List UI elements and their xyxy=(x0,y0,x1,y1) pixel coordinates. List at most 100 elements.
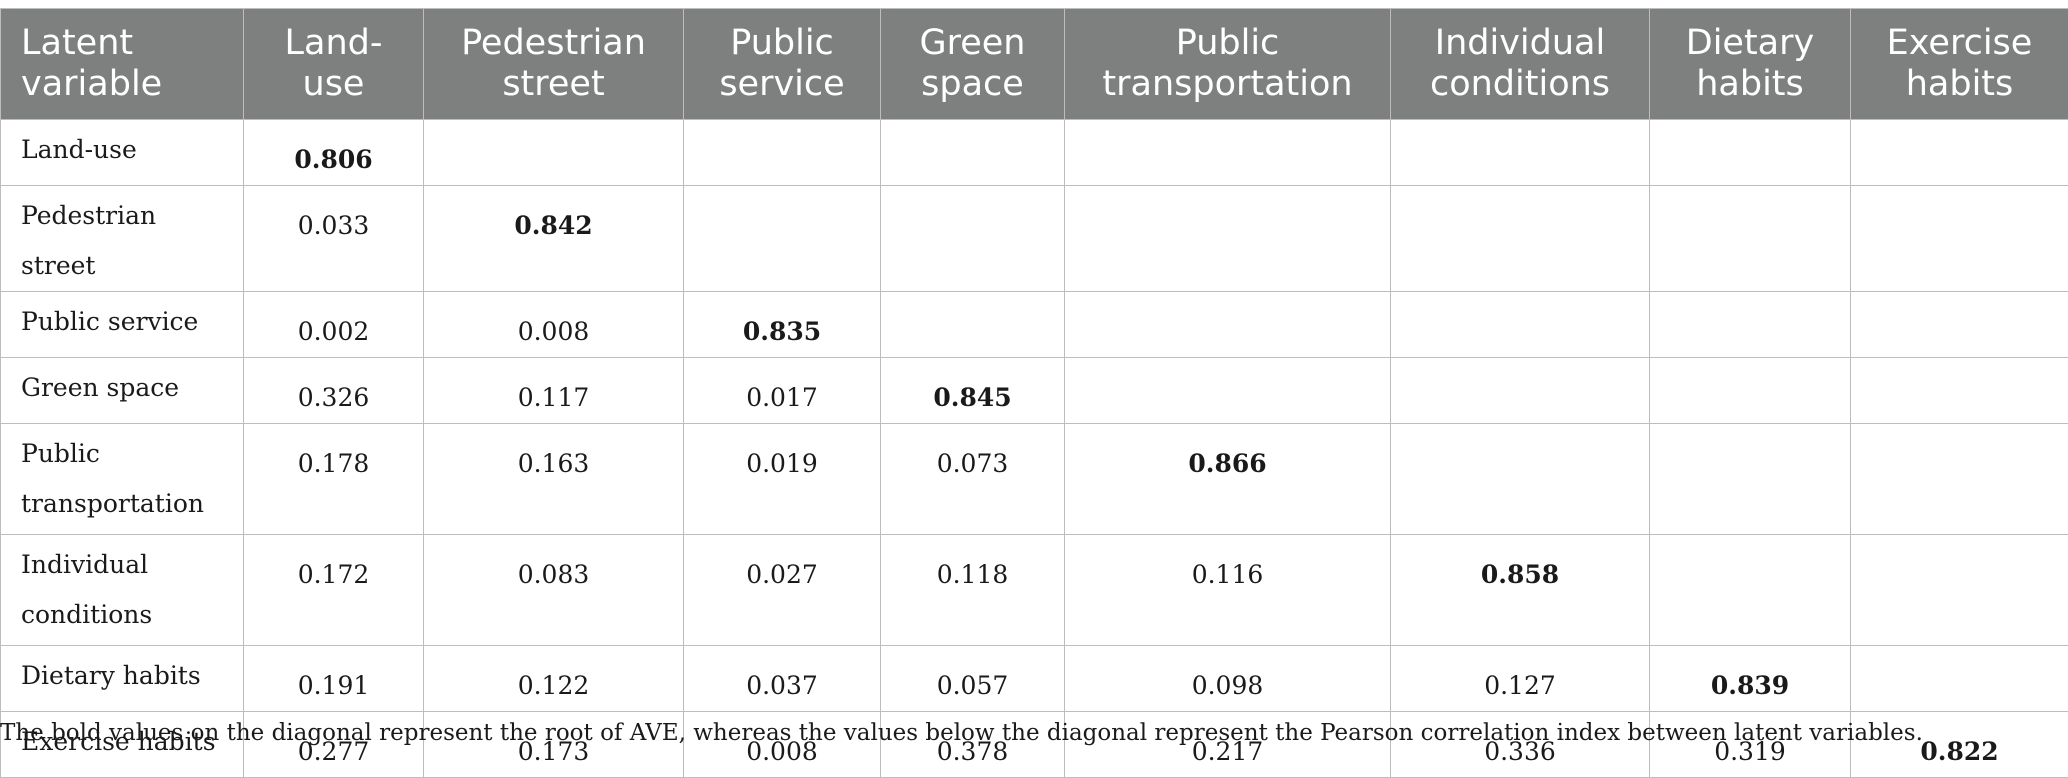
table-cell xyxy=(1391,186,1650,292)
table-cell xyxy=(1065,292,1391,358)
table-cell: 0.127 xyxy=(1391,646,1650,712)
row-label-line: Individual xyxy=(21,550,148,579)
table-cell xyxy=(1650,292,1851,358)
diagonal-value: 0.858 xyxy=(1481,560,1559,589)
table-cell: 0.835 xyxy=(684,292,881,358)
column-header-line: Exercise xyxy=(1887,23,2033,63)
table-cell: 0.191 xyxy=(244,646,424,712)
row-label: Dietary habits xyxy=(1,646,244,712)
column-header-line: Dietary xyxy=(1686,23,1814,63)
diagonal-value: 0.822 xyxy=(1920,737,1998,766)
column-header-line: Pedestrian xyxy=(461,23,646,63)
table-cell: 0.122 xyxy=(424,646,684,712)
table-cell xyxy=(1650,424,1851,535)
table-cell xyxy=(1065,186,1391,292)
table-cell xyxy=(1851,646,2068,712)
column-header-line: Public xyxy=(730,23,834,63)
table-cell xyxy=(1650,186,1851,292)
row-label: Pedestrian street xyxy=(1,186,244,292)
table-cell xyxy=(684,186,881,292)
table-cell xyxy=(424,120,684,186)
diagonal-value: 0.845 xyxy=(933,383,1011,412)
table-cell: 0.163 xyxy=(424,424,684,535)
table-cell xyxy=(1650,358,1851,424)
column-header-line: Individual xyxy=(1435,23,1605,63)
table-cell: 0.326 xyxy=(244,358,424,424)
table-cell: 0.117 xyxy=(424,358,684,424)
table-cell xyxy=(1851,535,2068,646)
table-cell: 0.019 xyxy=(684,424,881,535)
column-header-line: habits xyxy=(1906,64,2014,104)
diagonal-value: 0.835 xyxy=(743,317,821,346)
table-cell: 0.037 xyxy=(684,646,881,712)
column-header-line: habits xyxy=(1696,64,1804,104)
column-header-line: conditions xyxy=(1430,64,1610,104)
table-cell: 0.073 xyxy=(881,424,1065,535)
row-label: Individual conditions xyxy=(1,535,244,646)
table-cell xyxy=(1391,292,1650,358)
table-cell: 0.083 xyxy=(424,535,684,646)
table-cell: 0.842 xyxy=(424,186,684,292)
table-cell: 0.116 xyxy=(1065,535,1391,646)
row-label-line: Public xyxy=(21,439,100,468)
column-header-line: Latent xyxy=(21,23,133,63)
column-header: Land-use xyxy=(244,9,424,120)
table-cell: 0.845 xyxy=(881,358,1065,424)
column-header-line: variable xyxy=(21,64,162,104)
table-cell: 0.839 xyxy=(1650,646,1851,712)
row-label: Public service xyxy=(1,292,244,358)
column-header-line: space xyxy=(921,64,1024,104)
table-cell: 0.858 xyxy=(1391,535,1650,646)
table-cell xyxy=(1650,535,1851,646)
row-label: Green space xyxy=(1,358,244,424)
table-cell xyxy=(1065,358,1391,424)
column-header-line: use xyxy=(303,64,365,104)
row-label: Public transportation xyxy=(1,424,244,535)
table-cell xyxy=(881,120,1065,186)
table-cell: 0.027 xyxy=(684,535,881,646)
table-cell xyxy=(1851,424,2068,535)
table-cell: 0.002 xyxy=(244,292,424,358)
table-cell: 0.806 xyxy=(244,120,424,186)
diagonal-value: 0.866 xyxy=(1188,449,1266,478)
table-cell xyxy=(1650,120,1851,186)
column-header-line: Land- xyxy=(285,23,383,63)
table-cell: 0.008 xyxy=(424,292,684,358)
table-cell xyxy=(1851,120,2068,186)
table-cell: 0.118 xyxy=(881,535,1065,646)
diagonal-value: 0.842 xyxy=(514,211,592,240)
column-header-line: Green xyxy=(920,23,1026,63)
diagonal-value: 0.806 xyxy=(294,145,372,174)
row-label-line: transportation xyxy=(21,489,204,518)
column-header-line: Public xyxy=(1176,23,1280,63)
table-cell: 0.098 xyxy=(1065,646,1391,712)
table-cell: 0.172 xyxy=(244,535,424,646)
table-cell: 0.057 xyxy=(881,646,1065,712)
diagonal-value: 0.839 xyxy=(1711,671,1789,700)
row-label-line: conditions xyxy=(21,600,152,629)
table-cell xyxy=(1391,120,1650,186)
column-header-line: transportation xyxy=(1102,64,1352,104)
table-cell xyxy=(1851,292,2068,358)
table-cell xyxy=(684,120,881,186)
table-cell: 0.017 xyxy=(684,358,881,424)
column-header-line: street xyxy=(502,64,604,104)
table-cell xyxy=(881,186,1065,292)
table-cell: 0.866 xyxy=(1065,424,1391,535)
